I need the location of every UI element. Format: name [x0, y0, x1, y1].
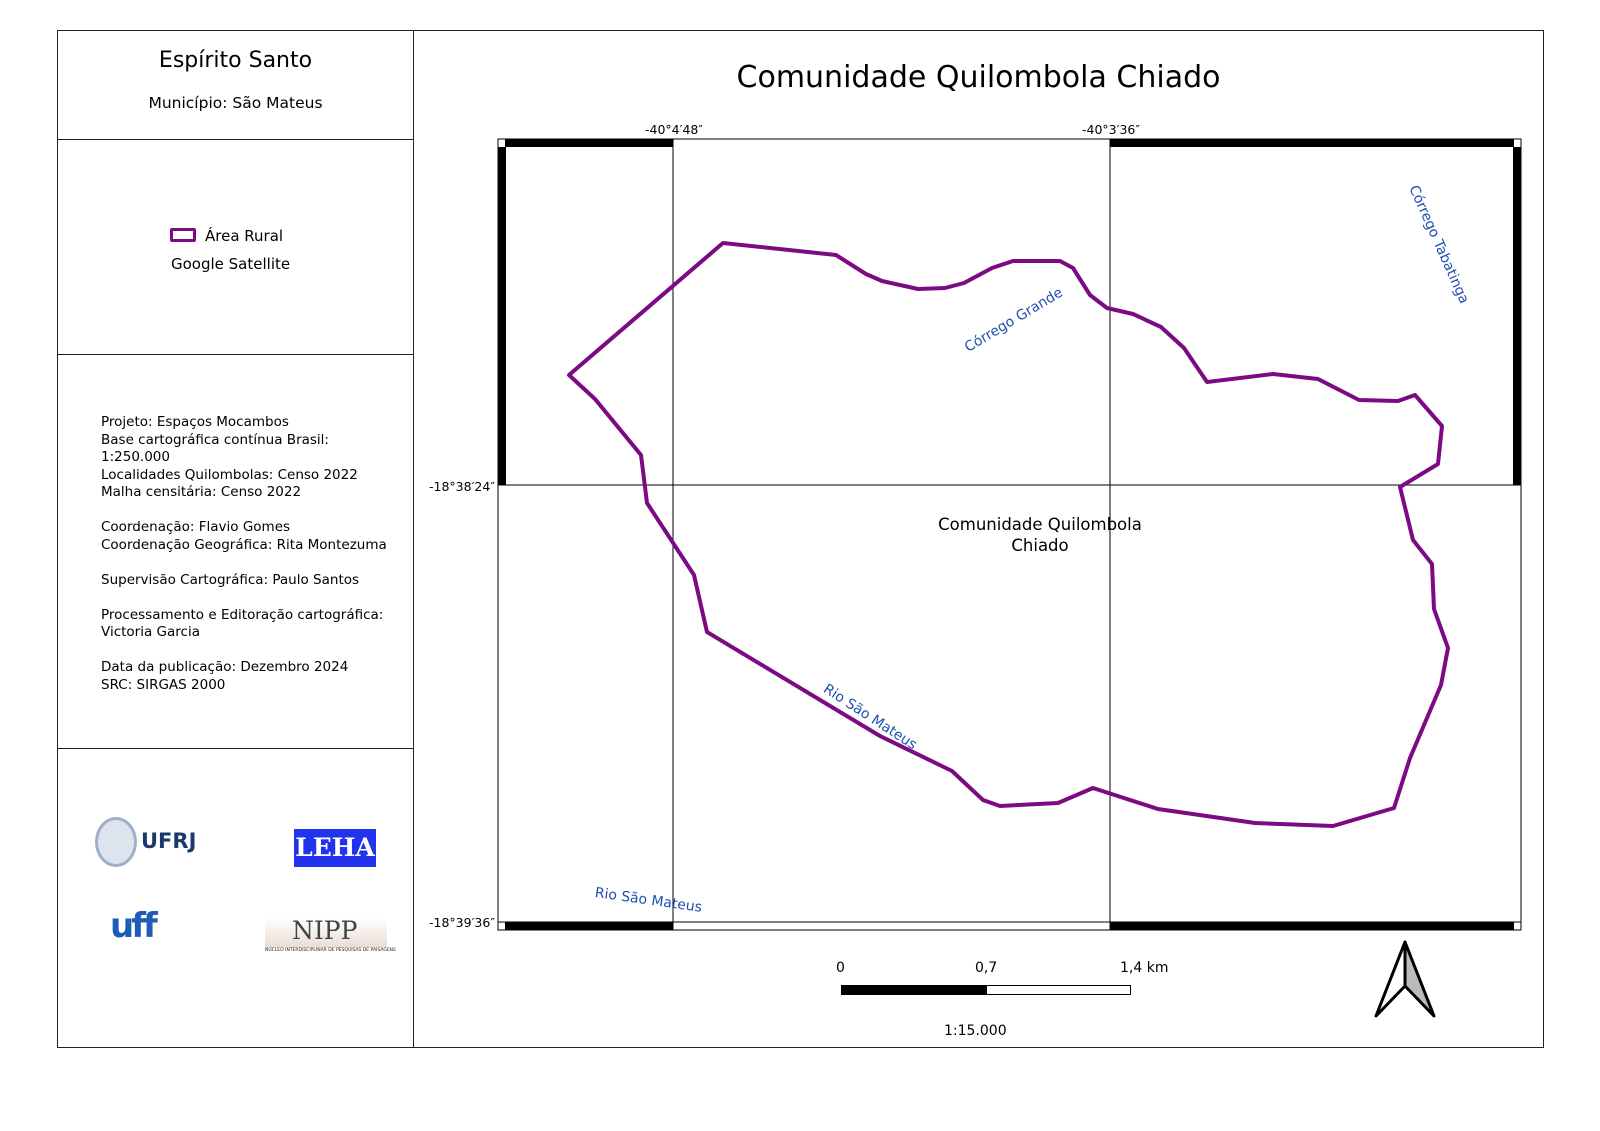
nipp-logo-bg [265, 918, 387, 948]
lat-label: -18°38′24″ [429, 479, 495, 494]
lon-label: -40°3′36″ [1082, 122, 1141, 137]
metadata-line: Localidades Quilombolas: Censo 2022 [101, 466, 358, 483]
legend-polygon-icon [170, 228, 196, 242]
state-title: Espírito Santo [158, 48, 313, 73]
divider [57, 139, 414, 140]
lon-label: -40°4′48″ [645, 122, 704, 137]
uff-logo: uff [110, 906, 158, 946]
map-title: Comunidade Quilombola Chiado [736, 60, 1221, 95]
north-arrow-icon [1374, 940, 1436, 1018]
nipp-subtitle: NÚCLEO INTERDISCIPLINAR DE PESQUISAS DE … [265, 948, 396, 953]
graticule [498, 139, 1521, 930]
community-label-line: Chiado [1011, 536, 1069, 555]
scale-ratio: 1:15.000 [944, 1023, 1007, 1039]
area-rural-polygon [567, 241, 1450, 828]
divider [57, 354, 414, 355]
scalebar-black-segment [841, 985, 986, 995]
metadata-line: Projeto: Espaços Mocambos [101, 414, 289, 430]
nipp-logo: NIPP [292, 916, 358, 945]
leha-logo: LEHA [294, 829, 376, 867]
municipality-label: Município: São Mateus [148, 94, 323, 112]
scalebar-tick-end: 1,4 km [1120, 960, 1169, 976]
metadata-line: Malha censitária: Censo 2022 [101, 484, 302, 500]
metadata-block: Projeto: Espaços Mocambos Base cartográf… [101, 414, 387, 694]
metadata-line: Supervisão Cartográfica: Paulo Santos [101, 571, 360, 588]
legend-basemap: Google Satellite [171, 255, 291, 273]
ufrj-emblem-icon [95, 817, 137, 867]
scalebar-tick-0: 0 [836, 960, 845, 976]
community-label: Comunidade Quilombola Chiado [920, 514, 1160, 556]
metadata-line: Victoria Garcia [101, 624, 200, 640]
divider [57, 748, 414, 749]
community-label-line: Comunidade Quilombola [938, 515, 1142, 534]
metadata-line: Base cartográfica contínua Brasil: [101, 431, 329, 448]
metadata-line: 1:250.000 [101, 449, 170, 465]
lat-label: -18°39′36″ [429, 915, 495, 930]
scalebar-tick-mid: 0,7 [975, 960, 998, 976]
metadata-line: Processamento e Editoração cartográfica: [101, 606, 384, 623]
metadata-line: Coordenação Geográfica: Rita Montezuma [101, 536, 387, 553]
metadata-line: Data da publicação: Dezembro 2024 [101, 659, 349, 675]
metadata-line: Coordenação: Flavio Gomes [101, 519, 291, 535]
metadata-line: SRC: SIRGAS 2000 [101, 676, 226, 693]
map-panel [413, 30, 1544, 1048]
ufrj-logo: UFRJ [141, 829, 197, 853]
scalebar-white-segment [986, 985, 1131, 995]
frame-ticks [498, 139, 1521, 930]
legend-area-rural: Área Rural [205, 227, 284, 245]
